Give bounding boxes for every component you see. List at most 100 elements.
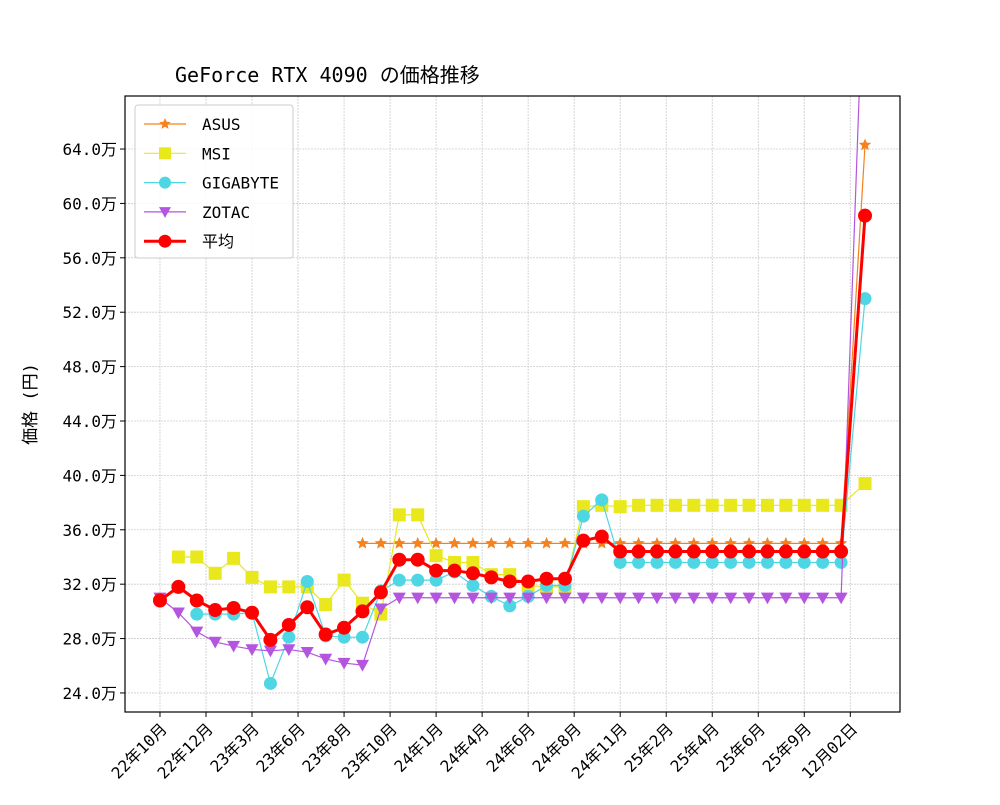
y-tick-label: 64.0万 <box>62 140 117 159</box>
data-point <box>300 600 315 615</box>
data-point <box>263 632 278 647</box>
y-tick-label: 48.0万 <box>62 358 117 377</box>
data-point <box>521 592 535 605</box>
legend-marker <box>159 207 171 218</box>
data-point <box>208 636 222 649</box>
data-point <box>705 544 720 559</box>
data-point <box>466 555 480 569</box>
data-point <box>576 500 590 514</box>
data-point <box>705 592 719 605</box>
data-point <box>687 555 701 569</box>
data-point <box>282 644 296 656</box>
data-point <box>797 555 811 569</box>
y-tick-label: 40.0万 <box>62 466 117 485</box>
data-point <box>484 592 498 605</box>
data-point <box>282 630 296 644</box>
y-tick-label: 60.0万 <box>62 194 117 213</box>
data-point <box>466 536 480 549</box>
data-point <box>522 536 535 549</box>
data-point <box>576 592 590 605</box>
data-point <box>521 574 536 589</box>
data-point <box>705 498 719 512</box>
data-point <box>245 605 260 620</box>
data-point <box>208 566 222 580</box>
data-point <box>779 498 793 512</box>
legend-marker <box>158 234 172 248</box>
data-point <box>724 498 738 512</box>
series-group <box>152 96 873 690</box>
data-point <box>411 573 425 587</box>
legend-marker <box>159 176 171 189</box>
data-point <box>631 544 646 559</box>
data-point <box>374 536 388 549</box>
data-point <box>503 599 517 613</box>
y-axis-label: 価格 (円) <box>21 363 41 445</box>
data-point <box>650 498 664 512</box>
data-point <box>723 544 738 559</box>
y-tick-label: 28.0万 <box>62 630 117 649</box>
legend-marker <box>159 147 171 160</box>
data-point <box>356 536 369 549</box>
plot-frame <box>124 95 901 713</box>
data-point <box>411 536 424 549</box>
data-point <box>724 592 738 605</box>
data-point <box>465 566 480 581</box>
data-point <box>447 563 462 578</box>
data-point <box>319 598 333 612</box>
data-point <box>263 645 277 658</box>
data-point <box>263 676 277 690</box>
data-point <box>152 593 167 608</box>
data-point <box>858 138 872 151</box>
data-point <box>190 626 204 639</box>
data-point <box>778 544 793 559</box>
legend: ASUS MSI GIGABYTE ZOTAC 平均 <box>134 104 294 259</box>
data-point <box>858 292 872 306</box>
legend-label: 平均 <box>202 232 234 251</box>
data-point <box>540 592 554 605</box>
data-point <box>374 603 388 616</box>
data-point <box>227 640 241 653</box>
data-point <box>190 607 204 621</box>
data-point <box>448 592 462 605</box>
y-tick-label: 24.0万 <box>62 684 117 703</box>
data-point <box>410 552 425 567</box>
data-point <box>742 555 756 569</box>
data-point <box>632 555 646 569</box>
data-point <box>373 585 388 600</box>
data-point <box>687 592 701 605</box>
data-point <box>779 555 793 569</box>
data-point <box>557 571 572 586</box>
data-point <box>858 208 873 223</box>
data-point <box>392 592 406 605</box>
series-平均 <box>152 208 873 647</box>
data-point <box>429 536 443 549</box>
data-point <box>816 498 830 512</box>
y-axis: 24.0万 28.0万 32.0万 36.0万 40.0万 44.0万 48.0万 52.0万… <box>62 140 125 703</box>
data-point <box>429 573 443 587</box>
data-point <box>858 477 872 491</box>
data-point <box>595 493 609 507</box>
data-point <box>355 604 370 619</box>
data-point <box>613 544 628 559</box>
data-point <box>834 555 848 569</box>
data-point <box>687 498 701 512</box>
data-point <box>632 498 646 512</box>
data-point <box>613 592 627 605</box>
data-point <box>484 570 499 585</box>
data-point <box>668 592 682 605</box>
data-point <box>668 498 682 512</box>
data-point <box>668 544 683 559</box>
y-tick-label: 52.0万 <box>62 303 117 322</box>
data-point <box>208 603 223 618</box>
data-point <box>318 627 333 642</box>
data-point <box>171 579 186 594</box>
data-point <box>594 529 609 544</box>
data-point <box>429 549 443 563</box>
data-point <box>300 646 314 659</box>
data-point <box>816 592 830 605</box>
legend-box <box>134 104 294 259</box>
data-point <box>650 555 664 569</box>
data-point <box>613 555 627 569</box>
data-point <box>797 498 811 512</box>
